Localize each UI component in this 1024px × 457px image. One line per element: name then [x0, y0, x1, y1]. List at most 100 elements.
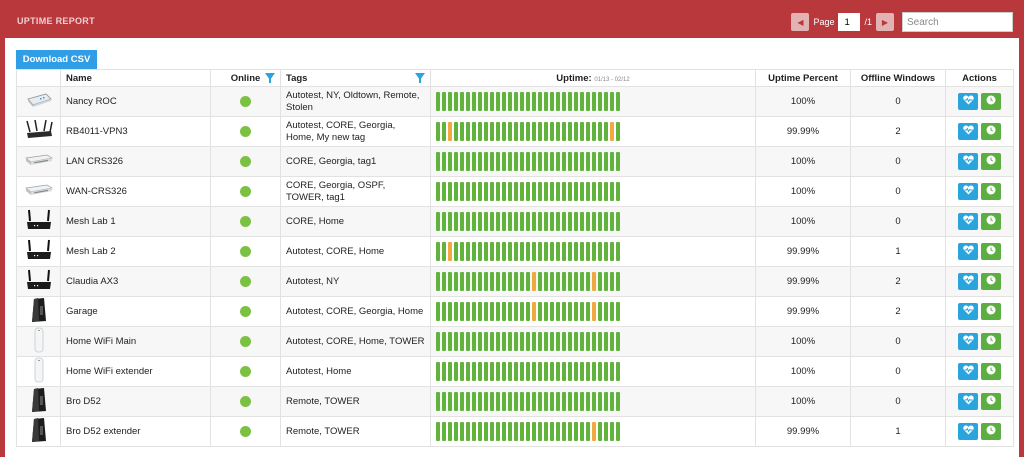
uptime-bar-online[interactable] — [562, 122, 566, 141]
history-button[interactable] — [981, 93, 1001, 110]
uptime-bar-online[interactable] — [526, 362, 530, 381]
search-input[interactable] — [902, 12, 1013, 32]
uptime-bar-online[interactable] — [598, 302, 602, 321]
uptime-bar-online[interactable] — [616, 92, 620, 111]
uptime-bar-online[interactable] — [556, 212, 560, 231]
uptime-bar-online[interactable] — [454, 362, 458, 381]
uptime-bar-online[interactable] — [586, 152, 590, 171]
history-button[interactable] — [981, 123, 1001, 140]
uptime-bar-offline[interactable] — [592, 422, 596, 441]
uptime-bar-online[interactable] — [598, 92, 602, 111]
uptime-bar-offline[interactable] — [610, 122, 614, 141]
uptime-bar-online[interactable] — [550, 152, 554, 171]
uptime-bar-online[interactable] — [496, 122, 500, 141]
uptime-bar-online[interactable] — [508, 422, 512, 441]
device-name[interactable]: Bro D52 — [60, 386, 211, 417]
uptime-bar-online[interactable] — [604, 182, 608, 201]
uptime-bar-online[interactable] — [556, 122, 560, 141]
uptime-bar-online[interactable] — [442, 152, 446, 171]
uptime-bar-online[interactable] — [598, 422, 602, 441]
uptime-bar-offline[interactable] — [532, 302, 536, 321]
uptime-bar-offline[interactable] — [532, 272, 536, 291]
uptime-bar-online[interactable] — [466, 362, 470, 381]
uptime-bar-online[interactable] — [586, 92, 590, 111]
uptime-bar-online[interactable] — [598, 272, 602, 291]
uptime-bar-online[interactable] — [508, 272, 512, 291]
uptime-bar-online[interactable] — [580, 392, 584, 411]
uptime-bar-online[interactable] — [442, 302, 446, 321]
uptime-bar-online[interactable] — [580, 92, 584, 111]
uptime-bar-online[interactable] — [574, 302, 578, 321]
health-button[interactable] — [958, 93, 978, 110]
uptime-bar-online[interactable] — [610, 212, 614, 231]
uptime-bar-online[interactable] — [550, 92, 554, 111]
uptime-bar-online[interactable] — [466, 302, 470, 321]
device-name[interactable]: Mesh Lab 1 — [60, 206, 211, 237]
uptime-bar-online[interactable] — [574, 122, 578, 141]
uptime-bar-online[interactable] — [454, 182, 458, 201]
history-button[interactable] — [981, 363, 1001, 380]
uptime-bar-online[interactable] — [472, 152, 476, 171]
uptime-bar-online[interactable] — [598, 332, 602, 351]
uptime-bar-online[interactable] — [550, 362, 554, 381]
uptime-bar-online[interactable] — [550, 392, 554, 411]
uptime-bar-online[interactable] — [496, 272, 500, 291]
uptime-bar-online[interactable] — [544, 122, 548, 141]
history-button[interactable] — [981, 243, 1001, 260]
uptime-bar-online[interactable] — [448, 92, 452, 111]
uptime-bar-offline[interactable] — [448, 242, 452, 261]
next-page-button[interactable]: ▶ — [876, 13, 894, 31]
uptime-bar-online[interactable] — [562, 272, 566, 291]
uptime-bar-online[interactable] — [448, 212, 452, 231]
uptime-bar-online[interactable] — [490, 92, 494, 111]
uptime-bar-online[interactable] — [568, 92, 572, 111]
uptime-bar-online[interactable] — [616, 272, 620, 291]
uptime-bar-online[interactable] — [586, 212, 590, 231]
uptime-bar-online[interactable] — [502, 272, 506, 291]
history-button[interactable] — [981, 213, 1001, 230]
uptime-bar-online[interactable] — [532, 122, 536, 141]
uptime-bar-online[interactable] — [586, 302, 590, 321]
uptime-bar-online[interactable] — [490, 212, 494, 231]
uptime-bar-online[interactable] — [586, 242, 590, 261]
uptime-bar-online[interactable] — [472, 182, 476, 201]
uptime-bar-online[interactable] — [448, 332, 452, 351]
uptime-bar-online[interactable] — [610, 422, 614, 441]
uptime-bar-online[interactable] — [502, 122, 506, 141]
uptime-bar-online[interactable] — [502, 362, 506, 381]
uptime-bar-online[interactable] — [562, 392, 566, 411]
uptime-bar-online[interactable] — [502, 242, 506, 261]
uptime-bar-online[interactable] — [556, 92, 560, 111]
uptime-bar-online[interactable] — [490, 182, 494, 201]
uptime-bar-online[interactable] — [520, 122, 524, 141]
uptime-bar-online[interactable] — [604, 422, 608, 441]
uptime-bar-online[interactable] — [538, 302, 542, 321]
device-name[interactable]: RB4011-VPN3 — [60, 116, 211, 147]
uptime-bar-online[interactable] — [520, 272, 524, 291]
uptime-bar-offline[interactable] — [592, 272, 596, 291]
uptime-bar-online[interactable] — [616, 302, 620, 321]
uptime-bar-online[interactable] — [538, 332, 542, 351]
uptime-bar-online[interactable] — [562, 182, 566, 201]
uptime-bar-online[interactable] — [556, 242, 560, 261]
uptime-bar-online[interactable] — [562, 152, 566, 171]
health-button[interactable] — [958, 393, 978, 410]
uptime-bar-online[interactable] — [562, 362, 566, 381]
uptime-bar-online[interactable] — [532, 332, 536, 351]
uptime-bar-online[interactable] — [526, 272, 530, 291]
uptime-bar-online[interactable] — [490, 362, 494, 381]
table-row[interactable]: Garage Autotest, CORE, Georgia, Home 99.… — [16, 296, 1014, 327]
history-button[interactable] — [981, 303, 1001, 320]
uptime-bar-online[interactable] — [478, 182, 482, 201]
uptime-bar-online[interactable] — [568, 422, 572, 441]
uptime-bar-online[interactable] — [562, 92, 566, 111]
offline-windows-column-header[interactable]: Offline Windows — [850, 69, 946, 87]
uptime-bar-online[interactable] — [616, 212, 620, 231]
uptime-bar-online[interactable] — [538, 92, 542, 111]
uptime-bar-online[interactable] — [454, 242, 458, 261]
uptime-bar-online[interactable] — [568, 242, 572, 261]
uptime-bar-online[interactable] — [544, 272, 548, 291]
uptime-bar-online[interactable] — [514, 92, 518, 111]
uptime-bar-online[interactable] — [604, 272, 608, 291]
uptime-bar-online[interactable] — [544, 302, 548, 321]
